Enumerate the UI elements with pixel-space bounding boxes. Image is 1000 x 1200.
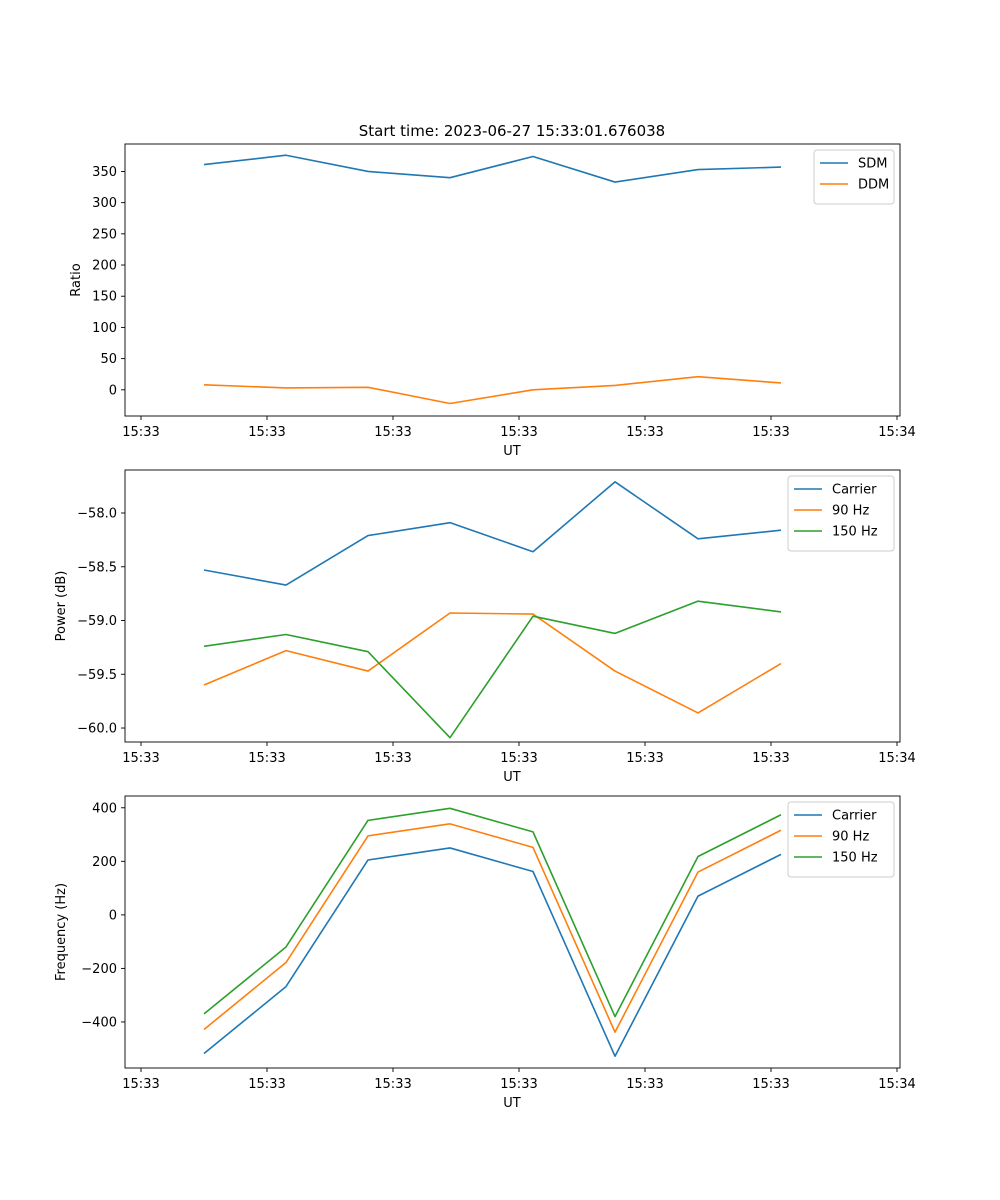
- legend-label: DDM: [858, 178, 889, 193]
- series-line-150-hz: [203, 600, 782, 739]
- y-tick-label: −58.5: [77, 560, 117, 575]
- x-tick-label: 15:33: [374, 425, 411, 440]
- legend: Carrier 90 Hz 150 Hz: [787, 801, 895, 878]
- chart-panel-2: 15:33 15:33 15:33 15:33 15:33 15:33 15:34 −60.0…: [54, 469, 916, 785]
- legend-label: 90 Hz: [832, 830, 869, 845]
- x-tick-label: 15:33: [374, 751, 411, 766]
- y-tick-label: 400: [92, 801, 117, 816]
- y-tick-label: −400: [81, 1015, 117, 1030]
- x-tick-label: 15:33: [500, 425, 537, 440]
- x-tick-label: 15:33: [122, 425, 159, 440]
- y-tick-label: 200: [92, 259, 117, 274]
- y-tick-label: 150: [92, 290, 117, 305]
- x-tick-label: 15:33: [626, 751, 663, 766]
- legend-label: Carrier: [832, 809, 877, 824]
- y-tick-label: 250: [92, 227, 117, 242]
- x-tick-label: 15:34: [878, 1077, 915, 1092]
- legend-label: 150 Hz: [832, 525, 878, 540]
- series-line-90-hz: [203, 823, 782, 1033]
- legend-frame: [787, 801, 895, 878]
- y-tick-label: −58.0: [77, 507, 117, 522]
- y-tick-label: 0: [109, 908, 117, 923]
- legend-label: 150 Hz: [832, 851, 878, 866]
- x-tick-label: 15:33: [752, 751, 789, 766]
- x-tick-label: 15:33: [374, 1077, 411, 1092]
- y-tick-label: 200: [92, 855, 117, 870]
- y-axis-label: Power (dB): [54, 571, 69, 642]
- y-tick-label: 50: [100, 352, 117, 367]
- y-axis-label: Ratio: [69, 263, 84, 296]
- y-tick-label: 350: [92, 165, 117, 180]
- x-tick-label: 15:33: [752, 1077, 789, 1092]
- x-axis-label: UT: [503, 1096, 521, 1111]
- axes-frame: [124, 795, 901, 1069]
- axes-frame: [124, 143, 901, 417]
- series-line-sdm: [203, 154, 782, 183]
- legend: Carrier 90 Hz 150 Hz: [787, 475, 895, 552]
- x-tick-label: 15:33: [248, 425, 285, 440]
- legend-frame: [787, 475, 895, 552]
- axes-frame: [124, 469, 901, 743]
- legend-label: SDM: [858, 157, 887, 172]
- x-tick-label: 15:33: [500, 1077, 537, 1092]
- legend: SDM DDM: [813, 149, 895, 205]
- x-tick-label: 15:33: [248, 1077, 285, 1092]
- series-line-ddm: [203, 375, 782, 405]
- y-axis-label: Frequency (Hz): [54, 883, 69, 981]
- legend-label: Carrier: [832, 483, 877, 498]
- series-line-carrier: [203, 847, 782, 1058]
- x-tick-label: 15:33: [122, 1077, 159, 1092]
- y-tick-label: −59.5: [77, 668, 117, 683]
- chart-panel-1: 15:33 15:33 15:33 15:33 15:33 15:33 15:34 0 50 10…: [69, 143, 916, 459]
- x-tick-label: 15:34: [878, 425, 915, 440]
- y-tick-label: 100: [92, 321, 117, 336]
- x-tick-label: 15:33: [752, 425, 789, 440]
- x-axis-label: UT: [503, 770, 521, 785]
- chart-panel-3: 15:33 15:33 15:33 15:33 15:33 15:33 15:34 −400 −…: [54, 795, 916, 1111]
- figure-title: Start time: 2023-06-27 15:33:01.676038: [359, 122, 665, 140]
- x-tick-label: 15:34: [878, 751, 915, 766]
- series-line-carrier: [203, 481, 782, 586]
- x-tick-label: 15:33: [248, 751, 285, 766]
- x-tick-label: 15:33: [122, 751, 159, 766]
- series-line-90-hz: [203, 612, 782, 714]
- x-axis-label: UT: [503, 444, 521, 459]
- y-tick-label: −200: [81, 962, 117, 977]
- y-tick-label: 300: [92, 196, 117, 211]
- y-tick-label: −60.0: [77, 722, 117, 737]
- x-tick-label: 15:33: [626, 1077, 663, 1092]
- x-tick-label: 15:33: [626, 425, 663, 440]
- legend-label: 90 Hz: [832, 504, 869, 519]
- y-tick-label: −59.0: [77, 614, 117, 629]
- x-tick-label: 15:33: [500, 751, 537, 766]
- y-tick-label: 0: [109, 383, 117, 398]
- series-line-150-hz: [203, 807, 782, 1018]
